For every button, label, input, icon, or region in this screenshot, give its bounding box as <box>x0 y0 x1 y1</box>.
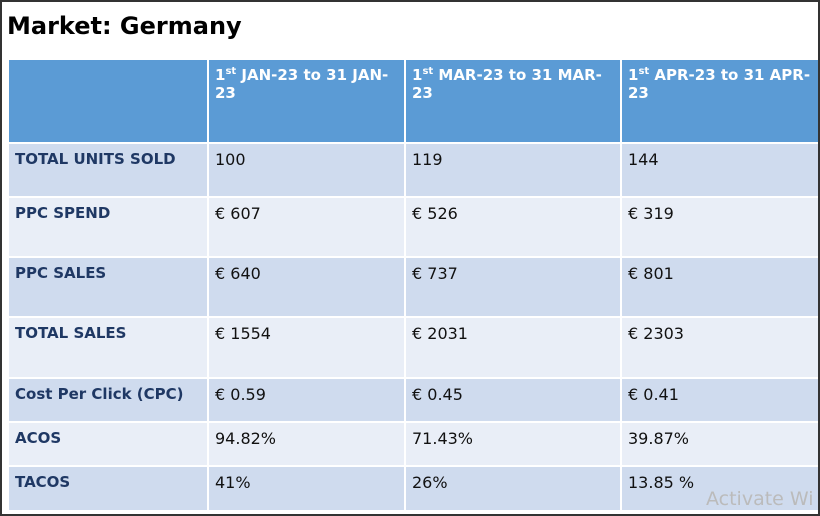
row-label: ACOS <box>7 421 209 467</box>
header-cell: 1st MAR-23 to 31 MAR-23 <box>404 58 622 144</box>
row-label: PPC SALES <box>7 256 209 318</box>
cell: € 0.59 <box>207 377 406 423</box>
cell: € 1554 <box>207 316 406 379</box>
row-label: PPC SPEND <box>7 196 209 258</box>
table-body: TOTAL UNITS SOLD 100 119 144 PPC SPEND € 607 €… <box>7 142 818 512</box>
header-text: APR-23 to 31 APR-23 <box>628 66 811 102</box>
cell: € 640 <box>207 256 406 318</box>
cell: € 526 <box>404 196 622 258</box>
cell: 94.82% <box>207 421 406 467</box>
table-row: ACOS 94.82% 71.43% 39.87% <box>7 421 818 467</box>
header-text: JAN-23 to 31 JAN-23 <box>215 66 389 102</box>
header-num: 1 <box>412 66 423 84</box>
title: Market: Germany <box>7 12 242 40</box>
cell: € 0.41 <box>620 377 818 423</box>
cell: 41% <box>207 465 406 512</box>
cell: € 319 <box>620 196 818 258</box>
cell: € 2031 <box>404 316 622 379</box>
cell: 100 <box>207 142 406 198</box>
cell: 39.87% <box>620 421 818 467</box>
watermark: Activate Wi <box>706 488 814 510</box>
row-label: TACOS <box>7 465 209 512</box>
cell: € 0.45 <box>404 377 622 423</box>
cell: 144 <box>620 142 818 198</box>
header-cell: 1st APR-23 to 31 APR-23 <box>620 58 818 144</box>
header-text: MAR-23 to 31 MAR-23 <box>412 66 602 102</box>
table-row: TACOS 41% 26% 13.85 % <box>7 465 818 512</box>
row-label: Cost Per Click (CPC) <box>7 377 209 423</box>
header-num: 1 <box>215 66 226 84</box>
header-cell: 1st JAN-23 to 31 JAN-23 <box>207 58 406 144</box>
header-cell <box>7 58 209 144</box>
row-label: TOTAL UNITS SOLD <box>7 142 209 198</box>
header-sup: st <box>225 66 237 77</box>
table-row: PPC SPEND € 607 € 526 € 319 <box>7 196 818 258</box>
header-row: 1st JAN-23 to 31 JAN-23 1st MAR-23 to 31 … <box>7 58 818 144</box>
header-num: 1 <box>628 66 639 84</box>
data-table: 1st JAN-23 to 31 JAN-23 1st MAR-23 to 31 … <box>7 58 818 512</box>
cell: € 607 <box>207 196 406 258</box>
row-label: TOTAL SALES <box>7 316 209 379</box>
cell: 119 <box>404 142 622 198</box>
cell: € 801 <box>620 256 818 318</box>
table-row: TOTAL SALES € 1554 € 2031 € 2303 <box>7 316 818 379</box>
table-row: Cost Per Click (CPC) € 0.59 € 0.45 € 0.41 <box>7 377 818 423</box>
cell: 26% <box>404 465 622 512</box>
table-row: TOTAL UNITS SOLD 100 119 144 <box>7 142 818 198</box>
header-sup: st <box>638 66 650 77</box>
table-row: PPC SALES € 640 € 737 € 801 <box>7 256 818 318</box>
cell: 71.43% <box>404 421 622 467</box>
cell: 13.85 % <box>620 465 818 512</box>
header-sup: st <box>422 66 434 77</box>
cell: € 2303 <box>620 316 818 379</box>
cell: € 737 <box>404 256 622 318</box>
